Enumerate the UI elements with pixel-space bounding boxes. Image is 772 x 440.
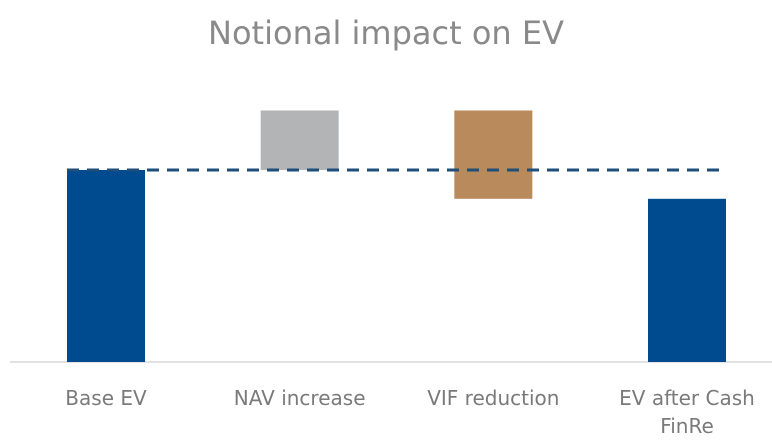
bar	[648, 198, 726, 362]
bar	[454, 110, 533, 199]
x-tick-label: VIF reduction	[427, 386, 560, 410]
chart-title: Notional impact on EV	[208, 14, 564, 52]
x-tick-label: NAV increase	[233, 386, 366, 410]
bar	[260, 110, 339, 170]
x-tick-label: Base EV	[65, 386, 147, 410]
x-tick-label: EV after Cash FinRe	[619, 386, 755, 438]
bar	[67, 170, 145, 362]
